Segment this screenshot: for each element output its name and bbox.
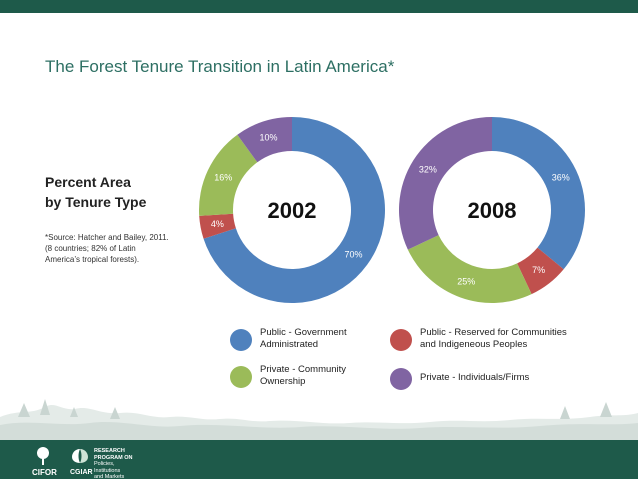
pim-logo-line: Institutions xyxy=(94,467,121,474)
tree-icon xyxy=(37,447,49,465)
legend-label: Private - Individuals/Firms xyxy=(420,372,530,383)
legend-swatch xyxy=(390,329,412,351)
cgiar-mark-icon xyxy=(72,449,88,463)
forest-landscape-graphic xyxy=(0,399,638,440)
legend-label: Public - Reserved for Communities xyxy=(420,327,567,338)
source-note-line2: (8 countries; 82% of Latin xyxy=(45,244,136,253)
legend-item-private-individuals: Private - Individuals/Firms xyxy=(390,366,529,390)
donut-data-label-2008-1: 7% xyxy=(532,265,545,275)
legend-swatch xyxy=(230,329,252,351)
donut-center-label-2002: 2002 xyxy=(268,198,317,223)
legend-item-private-community: Private - Community Ownership xyxy=(230,364,346,388)
chart-heading: Percent Area by Tenure Type xyxy=(45,172,146,212)
cifor-logo: CIFOR xyxy=(32,447,57,477)
legend-swatch xyxy=(390,368,412,390)
chart-heading-line2: by Tenure Type xyxy=(45,194,147,210)
legend-label: Private - Community xyxy=(260,364,347,375)
donut-slice-2002-3 xyxy=(237,117,292,163)
cgiar-logo: CGIAR xyxy=(70,447,93,476)
slide-title: The Forest Tenure Transition in Latin Am… xyxy=(45,57,395,76)
donut-slice-2008-0 xyxy=(492,117,586,270)
donut-center-label-2008: 2008 xyxy=(468,198,517,223)
cgiar-logo-text: CGIAR xyxy=(70,469,93,476)
footer-bar xyxy=(0,440,638,479)
donut-data-label-2002-2: 16% xyxy=(214,173,232,183)
source-note-line1: *Source: Hatcher and Bailey, 2011. xyxy=(45,233,169,242)
donut-data-label-2008-0: 36% xyxy=(552,173,570,183)
donut-data-label-2008-3: 32% xyxy=(419,164,437,174)
legend-label: Public - Government xyxy=(260,327,347,338)
pim-logo-line: PROGRAM ON xyxy=(94,454,133,461)
chart-heading-line1: Percent Area xyxy=(45,174,131,190)
top-brand-bar xyxy=(0,0,638,13)
legend-item-public-government: Public - Government Administrated xyxy=(230,327,347,351)
pim-logo-line: and Markets xyxy=(94,474,125,480)
donut-data-label-2002-1: 4% xyxy=(211,219,224,229)
legend-swatch xyxy=(230,366,252,388)
pim-logo: RESEARCH PROGRAM ON Policies, Institutio… xyxy=(94,448,133,481)
legend-item-public-reserved: Public - Reserved for Communities and In… xyxy=(390,327,567,351)
pim-logo-line: Policies, xyxy=(94,461,115,467)
donut-slice-2002-1 xyxy=(199,213,236,239)
donut-slice-2002-0 xyxy=(203,117,385,304)
donut-slice-2008-3 xyxy=(398,117,492,250)
donut-data-label-2002-0: 70% xyxy=(344,250,362,260)
source-note-line3: America’s tropical forests). xyxy=(45,255,140,264)
donut-data-label-2002-3: 10% xyxy=(260,133,278,143)
donut-slice-2002-2 xyxy=(199,134,258,216)
cifor-logo-text: CIFOR xyxy=(32,468,57,477)
legend-label: and Indigeneous Peoples xyxy=(420,339,528,350)
source-note: *Source: Hatcher and Bailey, 2011. (8 co… xyxy=(45,232,185,265)
donut-slice-2008-1 xyxy=(517,247,564,295)
donut-data-label-2008-2: 25% xyxy=(457,277,475,287)
legend-label: Administrated xyxy=(260,339,319,350)
donut-slice-2008-2 xyxy=(407,235,532,303)
legend-label: Ownership xyxy=(260,376,306,387)
pim-logo-line: RESEARCH xyxy=(94,448,125,454)
